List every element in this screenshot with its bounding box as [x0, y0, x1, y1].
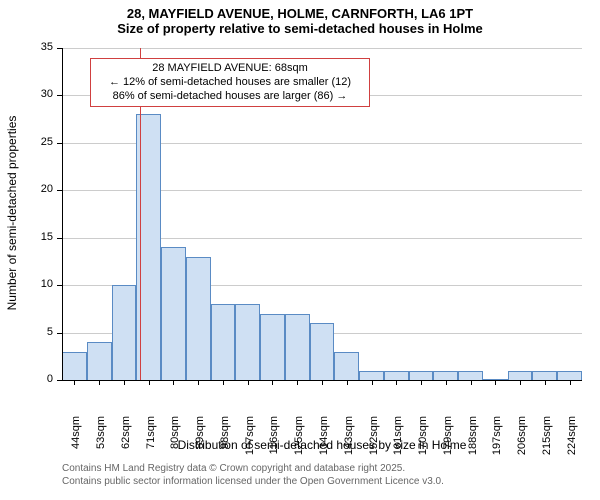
chart-title-block: 28, MAYFIELD AVENUE, HOLME, CARNFORTH, L…	[0, 0, 600, 36]
histogram-bar	[532, 371, 557, 380]
chart-title-line1: 28, MAYFIELD AVENUE, HOLME, CARNFORTH, L…	[0, 6, 600, 21]
histogram-bar	[409, 371, 434, 380]
histogram-bar	[260, 314, 285, 380]
annotation-line-2: ← 12% of semi-detached houses are smalle…	[97, 76, 363, 90]
ytick-mark	[57, 380, 62, 381]
histogram-bar	[384, 371, 409, 380]
xtick-mark	[495, 380, 496, 385]
xtick-label: 89sqm	[194, 416, 206, 466]
xtick-mark	[272, 380, 273, 385]
xtick-label: 71sqm	[145, 416, 157, 466]
histogram-bar	[161, 247, 186, 380]
annotation-line-3: 86% of semi-detached houses are larger (…	[97, 90, 363, 104]
xtick-mark	[124, 380, 125, 385]
xtick-mark	[149, 380, 150, 385]
histogram-bar	[508, 371, 533, 380]
ytick-label: 25	[27, 136, 53, 148]
xtick-label: 152sqm	[368, 416, 380, 466]
marker-annotation-box: 28 MAYFIELD AVENUE: 68sqm ← 12% of semi-…	[90, 58, 370, 107]
xtick-label: 44sqm	[70, 416, 82, 466]
histogram-bar	[557, 371, 582, 380]
ytick-label: 0	[27, 373, 53, 385]
xtick-label: 53sqm	[95, 416, 107, 466]
xtick-label: 215sqm	[541, 416, 553, 466]
ytick-mark	[57, 190, 62, 191]
ytick-mark	[57, 285, 62, 286]
ytick-mark	[57, 95, 62, 96]
xtick-mark	[74, 380, 75, 385]
xtick-mark	[173, 380, 174, 385]
histogram-bar	[87, 342, 112, 380]
ytick-mark	[57, 48, 62, 49]
ytick-mark	[57, 333, 62, 334]
histogram-bar	[458, 371, 483, 380]
xtick-label: 80sqm	[169, 416, 181, 466]
xtick-label: 170sqm	[417, 416, 429, 466]
ytick-mark	[57, 143, 62, 144]
xtick-label: 188sqm	[467, 416, 479, 466]
histogram-bar	[211, 304, 236, 380]
xtick-mark	[223, 380, 224, 385]
xtick-mark	[372, 380, 373, 385]
y-axis-label: Number of semi-detached properties	[5, 103, 19, 323]
xtick-mark	[347, 380, 348, 385]
xtick-label: 179sqm	[442, 416, 454, 466]
ytick-mark	[57, 238, 62, 239]
histogram-bar	[310, 323, 335, 380]
ytick-label: 10	[27, 278, 53, 290]
xtick-mark	[322, 380, 323, 385]
xtick-label: 143sqm	[343, 416, 355, 466]
xtick-mark	[520, 380, 521, 385]
xtick-label: 107sqm	[244, 416, 256, 466]
xtick-label: 98sqm	[219, 416, 231, 466]
xtick-label: 125sqm	[293, 416, 305, 466]
y-axis-line	[62, 48, 63, 380]
ytick-label: 15	[27, 231, 53, 243]
xtick-label: 62sqm	[120, 416, 132, 466]
xtick-mark	[570, 380, 571, 385]
histogram-bar	[433, 371, 458, 380]
histogram-bar	[334, 352, 359, 380]
ytick-label: 30	[27, 88, 53, 100]
histogram-bar	[112, 285, 137, 380]
xtick-mark	[248, 380, 249, 385]
ytick-label: 20	[27, 183, 53, 195]
histogram-bar	[62, 352, 87, 380]
ytick-label: 5	[27, 326, 53, 338]
xtick-mark	[421, 380, 422, 385]
attribution-line-2: Contains public sector information licen…	[62, 475, 444, 488]
xtick-mark	[471, 380, 472, 385]
xtick-label: 116sqm	[268, 416, 280, 466]
histogram-bar	[285, 314, 310, 380]
xtick-mark	[297, 380, 298, 385]
histogram-bar	[235, 304, 260, 380]
xtick-mark	[446, 380, 447, 385]
histogram-bar	[359, 371, 384, 380]
xtick-label: 134sqm	[318, 416, 330, 466]
xtick-mark	[99, 380, 100, 385]
xtick-mark	[198, 380, 199, 385]
xtick-label: 197sqm	[491, 416, 503, 466]
ytick-label: 35	[27, 41, 53, 53]
xtick-label: 224sqm	[566, 416, 578, 466]
chart-title-line2: Size of property relative to semi-detach…	[0, 21, 600, 36]
xtick-mark	[396, 380, 397, 385]
histogram-bar	[186, 257, 211, 380]
xtick-label: 206sqm	[516, 416, 528, 466]
xtick-mark	[545, 380, 546, 385]
xtick-label: 161sqm	[392, 416, 404, 466]
annotation-line-1: 28 MAYFIELD AVENUE: 68sqm	[97, 62, 363, 76]
